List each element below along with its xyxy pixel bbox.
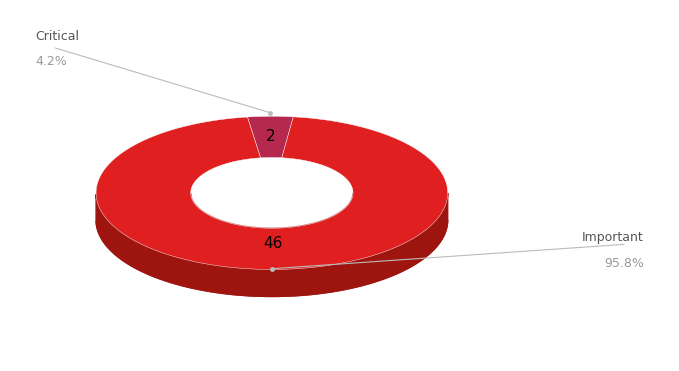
Polygon shape — [96, 117, 447, 269]
Text: Critical: Critical — [35, 30, 79, 43]
Text: 4.2%: 4.2% — [35, 55, 67, 68]
Text: 2: 2 — [266, 129, 276, 144]
Polygon shape — [247, 116, 293, 158]
Polygon shape — [96, 220, 447, 296]
Text: Important: Important — [582, 232, 644, 244]
Polygon shape — [191, 193, 353, 255]
Polygon shape — [96, 193, 447, 296]
Text: 46: 46 — [263, 236, 282, 251]
Text: 95.8%: 95.8% — [604, 257, 644, 270]
